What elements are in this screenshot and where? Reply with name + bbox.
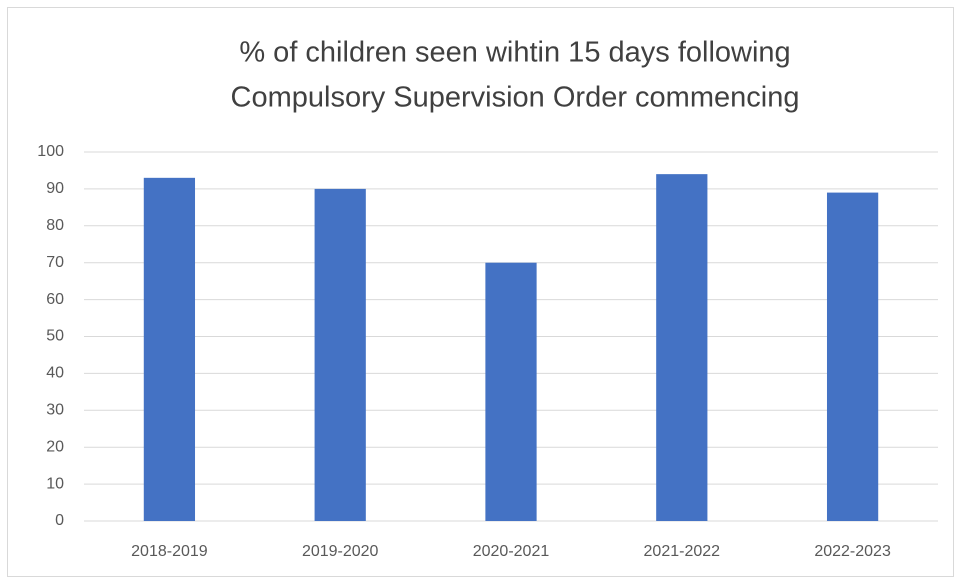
y-tick-label: 100 xyxy=(37,143,64,160)
x-tick-label: 2020-2021 xyxy=(473,543,550,560)
bar xyxy=(485,262,537,521)
bar xyxy=(826,192,879,521)
chart-title: Compulsory Supervision Order commencing xyxy=(231,82,800,114)
y-tick-label: 90 xyxy=(46,180,64,197)
x-tick-label: 2021-2022 xyxy=(644,543,721,560)
chart-title: % of children seen wihtin 15 days follow… xyxy=(239,37,790,69)
y-tick-label: 80 xyxy=(46,217,64,234)
x-tick-label: 2022-2023 xyxy=(814,543,891,560)
y-tick-label: 0 xyxy=(55,512,64,529)
x-tick-label: 2018-2019 xyxy=(131,543,208,560)
y-tick-label: 50 xyxy=(46,328,64,345)
bar xyxy=(314,188,366,521)
y-tick-label: 20 xyxy=(46,438,64,455)
y-tick-label: 70 xyxy=(46,254,64,271)
bar xyxy=(656,174,708,521)
x-tick-label: 2019-2020 xyxy=(302,543,379,560)
bar xyxy=(143,177,196,521)
y-tick-label: 40 xyxy=(46,365,64,382)
y-tick-label: 60 xyxy=(46,291,64,308)
y-tick-label: 10 xyxy=(46,475,64,492)
y-tick-label: 30 xyxy=(46,402,64,419)
